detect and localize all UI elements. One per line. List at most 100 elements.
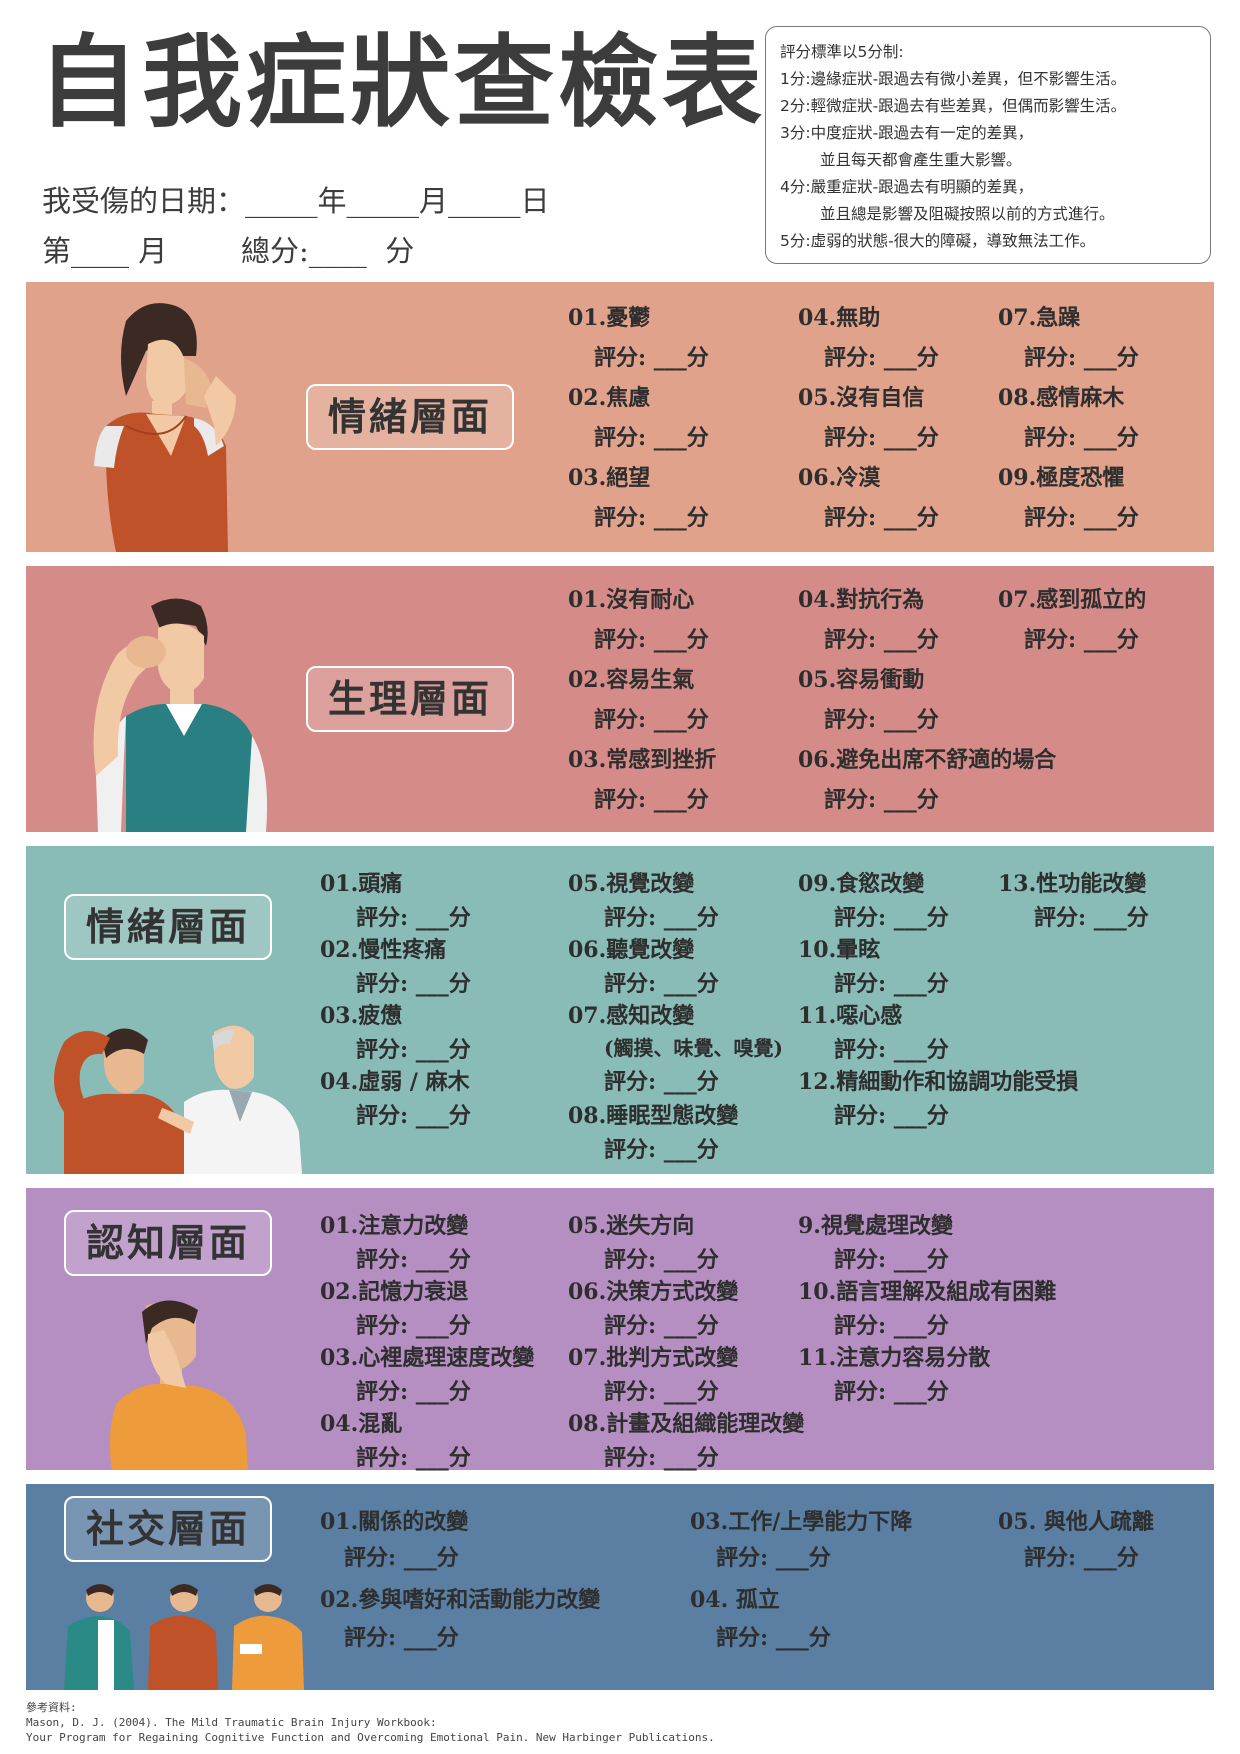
item-nausea: 11.噁心感 <box>798 1003 903 1029</box>
section-label-social: 社交層面 <box>64 1496 272 1562</box>
score-field[interactable]: 評分: ___分 <box>356 1445 471 1471</box>
item-impulsive: 05.容易衝動 <box>798 667 925 693</box>
item-fatigue: 03.疲憊 <box>320 1003 403 1029</box>
score-field[interactable]: 評分: ___分 <box>824 505 939 531</box>
item-anxiety: 02.焦慮 <box>568 385 651 411</box>
score-field[interactable]: 評分: ___分 <box>1024 627 1139 653</box>
item-irritability: 07.急躁 <box>998 305 1081 331</box>
score-field[interactable]: 評分: ___分 <box>604 1069 719 1095</box>
item-hearing-change: 06.聽覺改變 <box>568 937 695 963</box>
section-physical: 生理層面 01.沒有耐心 評分: ___分 02.容易生氣 評分: ___分 0… <box>26 566 1214 832</box>
score-field[interactable]: 評分: ___分 <box>356 1103 471 1129</box>
score-field[interactable]: 評分: ___分 <box>594 707 709 733</box>
score-field[interactable]: 評分: ___分 <box>834 1103 949 1129</box>
distressed-woman-illustration <box>94 303 236 552</box>
score-field[interactable]: 評分: ___分 <box>716 1545 831 1571</box>
score-field[interactable]: 評分: ___分 <box>834 971 949 997</box>
item-chronic-pain: 02.慢性疼痛 <box>320 937 447 963</box>
month-blank[interactable]: _____ <box>346 184 420 218</box>
item-easily-angered: 02.容易生氣 <box>568 667 695 693</box>
item-impatience: 01.沒有耐心 <box>568 587 695 613</box>
item-planning-organizing: 08.計畫及組織能理改變 <box>568 1411 805 1437</box>
score-field[interactable]: 評分: ___分 <box>356 1247 471 1273</box>
item-headache: 01.頭痛 <box>320 871 403 897</box>
score-field[interactable]: 評分: ___分 <box>1024 345 1139 371</box>
score-field[interactable]: 評分: ___分 <box>1034 905 1149 931</box>
item-helplessness: 04.無助 <box>798 305 881 331</box>
section-label-emotional-2: 情緒層面 <box>64 894 272 960</box>
item-relationship-change: 01.關係的改變 <box>320 1509 469 1535</box>
scoring-criteria-box: 評分標準以5分制: 1分:邊緣症狀-跟過去有微小差異，但不影響生活。 2分:輕微… <box>765 26 1211 264</box>
score-field[interactable]: 評分: ___分 <box>356 905 471 931</box>
score-field[interactable]: 評分: ___分 <box>356 1379 471 1405</box>
score-field[interactable]: 評分: ___分 <box>604 1445 719 1471</box>
score-field[interactable]: 評分: ___分 <box>594 505 709 531</box>
item-alienation: 05. 與他人疏離 <box>998 1509 1154 1535</box>
score-field[interactable]: 評分: ___分 <box>824 627 939 653</box>
score-field[interactable]: 評分: ___分 <box>824 787 939 813</box>
score-field[interactable]: 評分: ___分 <box>604 1313 719 1339</box>
item-distractibility: 11.注意力容易分散 <box>798 1345 991 1371</box>
score-field[interactable]: 評分: ___分 <box>604 1247 719 1273</box>
item-apathy: 06.冷漠 <box>798 465 881 491</box>
day-blank[interactable]: _____ <box>448 184 521 218</box>
reference: 參考資料: Mason, D. J. (2004). The Mild Trau… <box>26 1701 715 1744</box>
perception-detail: (觸摸、味覺、嗅覺) <box>604 1036 783 1060</box>
score-field[interactable]: 評分: ___分 <box>1024 425 1139 451</box>
score-field[interactable]: 評分: ___分 <box>1024 1545 1139 1571</box>
score-field[interactable]: 評分: ___分 <box>834 1313 949 1339</box>
item-appetite-change: 09.食慾改變 <box>798 871 925 897</box>
score-field[interactable]: 評分: ___分 <box>594 425 709 451</box>
score-field[interactable]: 評分: ___分 <box>356 1313 471 1339</box>
item-confrontational: 04.對抗行為 <box>798 587 925 613</box>
section-label-emotional: 情緒層面 <box>306 384 514 450</box>
item-low-confidence: 05.沒有自信 <box>798 385 925 411</box>
page-title: 自我症狀查檢表 <box>38 23 766 141</box>
score-field[interactable]: 評分: ___分 <box>834 1037 949 1063</box>
item-isolation: 04. 孤立 <box>690 1587 780 1613</box>
score-field[interactable]: 評分: ___分 <box>824 345 939 371</box>
section-cognitive: 認知層面 01.注意力改變 評分: ___分 02.記憶力衰退 評分: ___分… <box>26 1188 1214 1471</box>
item-depression: 01.憂鬱 <box>568 305 651 331</box>
item-perception-change: 07.感知改變 <box>568 1003 695 1029</box>
score-field[interactable]: 評分: ___分 <box>356 971 471 997</box>
score-field[interactable]: 評分: ___分 <box>834 1247 949 1273</box>
item-processing-speed: 03.心裡處理速度改變 <box>320 1345 535 1371</box>
item-hopelessness: 03.絕望 <box>568 465 651 491</box>
score-field[interactable]: 評分: ___分 <box>594 787 709 813</box>
score-field[interactable]: 評分: ___分 <box>356 1037 471 1063</box>
score-field[interactable]: 評分: ___分 <box>344 1625 459 1651</box>
score-field[interactable]: 評分: ___分 <box>604 971 719 997</box>
score-field[interactable]: 評分: ___分 <box>824 707 939 733</box>
item-sexual-function: 13.性功能改變 <box>998 871 1147 897</box>
total-score-blank[interactable]: ____ <box>308 234 367 268</box>
score-field[interactable]: 評分: ___分 <box>824 425 939 451</box>
score-field[interactable]: 評分: ___分 <box>834 905 949 931</box>
score-field[interactable]: 評分: ___分 <box>834 1379 949 1405</box>
month-number-blank[interactable]: ____ <box>71 234 130 268</box>
score-field[interactable]: 評分: ___分 <box>594 627 709 653</box>
score-field[interactable]: 評分: ___分 <box>604 1379 719 1405</box>
frustrated-man-illustration <box>93 598 268 832</box>
item-sleep-change: 08.睡眠型態改變 <box>568 1103 739 1129</box>
score-field[interactable]: 評分: ___分 <box>594 345 709 371</box>
score-field[interactable]: 評分: ___分 <box>716 1625 831 1651</box>
item-memory-decline: 02.記憶力衰退 <box>320 1279 469 1305</box>
year-blank[interactable]: _____ <box>245 184 318 218</box>
injury-date-line: 我受傷的日期：_____年_____月_____日 <box>42 184 550 218</box>
score-field[interactable]: 評分: ___分 <box>604 1137 719 1163</box>
patient-doctor-illustration <box>54 1025 302 1174</box>
score-field[interactable]: 評分: ___分 <box>604 905 719 931</box>
group-conversation-illustration <box>64 1584 304 1690</box>
item-emotional-numbness: 08.感情麻木 <box>998 385 1125 411</box>
score-field[interactable]: 評分: ___分 <box>344 1545 459 1571</box>
item-judgment: 07.批判方式改變 <box>568 1345 739 1371</box>
section-emotional-2: 情緒層面 01.頭痛 評分: ___分 02.慢性疼痛 評分: ___分 03.… <box>26 846 1214 1174</box>
item-visual-processing: 9.視覺處理改變 <box>798 1213 953 1239</box>
score-field[interactable]: 評分: ___分 <box>1024 505 1139 531</box>
item-language: 10.語言理解及組成有困難 <box>798 1279 1057 1305</box>
item-attention-change: 01.注意力改變 <box>320 1213 469 1239</box>
section-emotional: 情緒層面 01.憂鬱 評分: ___分 02.焦慮 評分: ___分 03.絕望… <box>26 282 1214 552</box>
item-confusion: 04.混亂 <box>320 1411 403 1437</box>
item-hobbies-activities: 02.參與嗜好和活動能力改變 <box>320 1587 601 1613</box>
